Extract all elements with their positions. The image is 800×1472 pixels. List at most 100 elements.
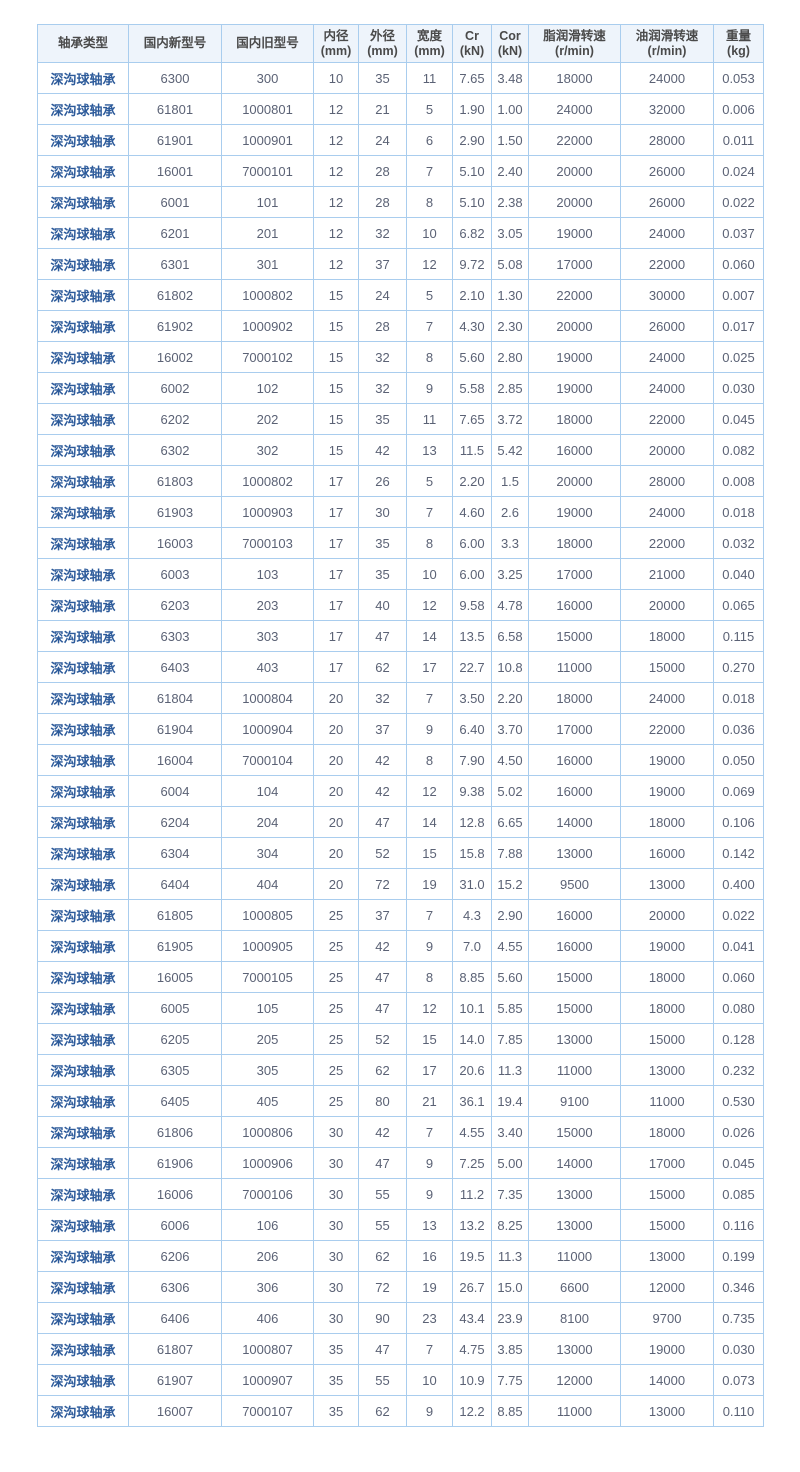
header-outer-diameter: 外径 (mm) — [358, 24, 407, 63]
cell-old-model: 103 — [221, 558, 314, 590]
cell-inner-diameter: 25 — [313, 1085, 359, 1117]
header-weight: 重量 (kg) — [713, 24, 764, 63]
cell-width: 19 — [406, 1271, 453, 1303]
cell-grease-speed: 22000 — [528, 124, 621, 156]
cell-outer-diameter: 37 — [358, 713, 407, 745]
cell-old-model: 102 — [221, 372, 314, 404]
cell-grease-speed: 13000 — [528, 1178, 621, 1210]
header-cr: Cr (kN) — [452, 24, 492, 63]
cell-inner-diameter: 20 — [313, 806, 359, 838]
cell-grease-speed: 20000 — [528, 155, 621, 187]
cell-inner-diameter: 15 — [313, 279, 359, 311]
cell-grease-speed: 16000 — [528, 899, 621, 931]
cell-width: 17 — [406, 651, 453, 683]
cell-bearing-type: 深沟球轴承 — [37, 775, 129, 807]
cell-bearing-type: 深沟球轴承 — [37, 279, 129, 311]
bearing-spec-table: 轴承类型 国内新型号 国内旧型号 内径 (mm) 外径 (mm) 宽度 (mm) Cr (kN) Co… — [37, 24, 764, 1427]
cell-outer-diameter: 28 — [358, 155, 407, 187]
cell-old-model: 305 — [221, 1054, 314, 1086]
cell-outer-diameter: 62 — [358, 1054, 407, 1086]
cell-oil-speed: 28000 — [620, 124, 714, 156]
cell-outer-diameter: 72 — [358, 1271, 407, 1303]
cell-bearing-type: 深沟球轴承 — [37, 372, 129, 404]
cell-old-model: 403 — [221, 651, 314, 683]
cell-grease-speed: 18000 — [528, 527, 621, 559]
cell-outer-diameter: 80 — [358, 1085, 407, 1117]
cell-outer-diameter: 52 — [358, 1023, 407, 1055]
cell-cor: 2.80 — [491, 341, 529, 373]
cell-new-model: 6405 — [128, 1085, 222, 1117]
cell-width: 8 — [406, 527, 453, 559]
cell-grease-speed: 15000 — [528, 961, 621, 993]
cell-bearing-type: 深沟球轴承 — [37, 217, 129, 249]
cell-grease-speed: 19000 — [528, 341, 621, 373]
cell-old-model: 1000802 — [221, 279, 314, 311]
cell-bearing-type: 深沟球轴承 — [37, 744, 129, 776]
cell-old-model: 7000107 — [221, 1395, 314, 1427]
cell-new-model: 16002 — [128, 341, 222, 373]
cell-outer-diameter: 35 — [358, 62, 407, 94]
cell-weight: 0.045 — [713, 403, 764, 435]
cell-width: 8 — [406, 341, 453, 373]
cell-weight: 0.073 — [713, 1364, 764, 1396]
cell-width: 8 — [406, 961, 453, 993]
cell-grease-speed: 13000 — [528, 1333, 621, 1365]
cell-new-model: 16005 — [128, 961, 222, 993]
cell-bearing-type: 深沟球轴承 — [37, 310, 129, 342]
cell-outer-diameter: 32 — [358, 217, 407, 249]
cell-bearing-type: 深沟球轴承 — [37, 1333, 129, 1365]
cell-width: 11 — [406, 62, 453, 94]
cell-inner-diameter: 12 — [313, 124, 359, 156]
cell-new-model: 6304 — [128, 837, 222, 869]
cell-outer-diameter: 62 — [358, 1395, 407, 1427]
cell-width: 9 — [406, 1395, 453, 1427]
cell-cr: 10.9 — [452, 1364, 492, 1396]
cell-oil-speed: 19000 — [620, 775, 714, 807]
cell-bearing-type: 深沟球轴承 — [37, 403, 129, 435]
cell-old-model: 7000102 — [221, 341, 314, 373]
cell-old-model: 300 — [221, 62, 314, 94]
cell-old-model: 101 — [221, 186, 314, 218]
cell-bearing-type: 深沟球轴承 — [37, 155, 129, 187]
table-row: 深沟球轴承 16001 7000101 12 28 7 5.10 2.40 20000 26000… — [37, 155, 764, 187]
cell-oil-speed: 13000 — [620, 1395, 714, 1427]
cell-weight: 0.018 — [713, 682, 764, 714]
cell-cor: 8.25 — [491, 1209, 529, 1241]
cell-old-model: 202 — [221, 403, 314, 435]
cell-width: 16 — [406, 1240, 453, 1272]
cell-cor: 2.30 — [491, 310, 529, 342]
table-row: 深沟球轴承 61806 1000806 30 42 7 4.55 3.40 15000 18000… — [37, 1116, 764, 1148]
cell-width: 7 — [406, 899, 453, 931]
cell-grease-speed: 11000 — [528, 1395, 621, 1427]
cell-new-model: 61805 — [128, 899, 222, 931]
cell-bearing-type: 深沟球轴承 — [37, 1054, 129, 1086]
cell-old-model: 7000101 — [221, 155, 314, 187]
cell-oil-speed: 20000 — [620, 434, 714, 466]
cell-oil-speed: 24000 — [620, 62, 714, 94]
cell-oil-speed: 18000 — [620, 961, 714, 993]
cell-cr: 6.40 — [452, 713, 492, 745]
cell-old-model: 304 — [221, 837, 314, 869]
cell-grease-speed: 16000 — [528, 775, 621, 807]
table-row: 深沟球轴承 61804 1000804 20 32 7 3.50 2.20 18000 24000… — [37, 682, 764, 714]
cell-bearing-type: 深沟球轴承 — [37, 589, 129, 621]
cell-width: 7 — [406, 310, 453, 342]
table-row: 深沟球轴承 6006 106 30 55 13 13.2 8.25 13000 15000 0.11… — [37, 1209, 764, 1241]
cell-weight: 0.006 — [713, 93, 764, 125]
cell-oil-speed: 22000 — [620, 527, 714, 559]
cell-inner-diameter: 30 — [313, 1178, 359, 1210]
cell-width: 19 — [406, 868, 453, 900]
cell-new-model: 61904 — [128, 713, 222, 745]
cell-outer-diameter: 35 — [358, 527, 407, 559]
cell-oil-speed: 18000 — [620, 806, 714, 838]
cell-grease-speed: 14000 — [528, 1147, 621, 1179]
cell-cor: 3.05 — [491, 217, 529, 249]
cell-inner-diameter: 17 — [313, 651, 359, 683]
cell-bearing-type: 深沟球轴承 — [37, 248, 129, 280]
cell-inner-diameter: 20 — [313, 837, 359, 869]
cell-new-model: 6004 — [128, 775, 222, 807]
cell-bearing-type: 深沟球轴承 — [37, 1364, 129, 1396]
cell-bearing-type: 深沟球轴承 — [37, 93, 129, 125]
cell-grease-speed: 16000 — [528, 434, 621, 466]
cell-oil-speed: 26000 — [620, 155, 714, 187]
